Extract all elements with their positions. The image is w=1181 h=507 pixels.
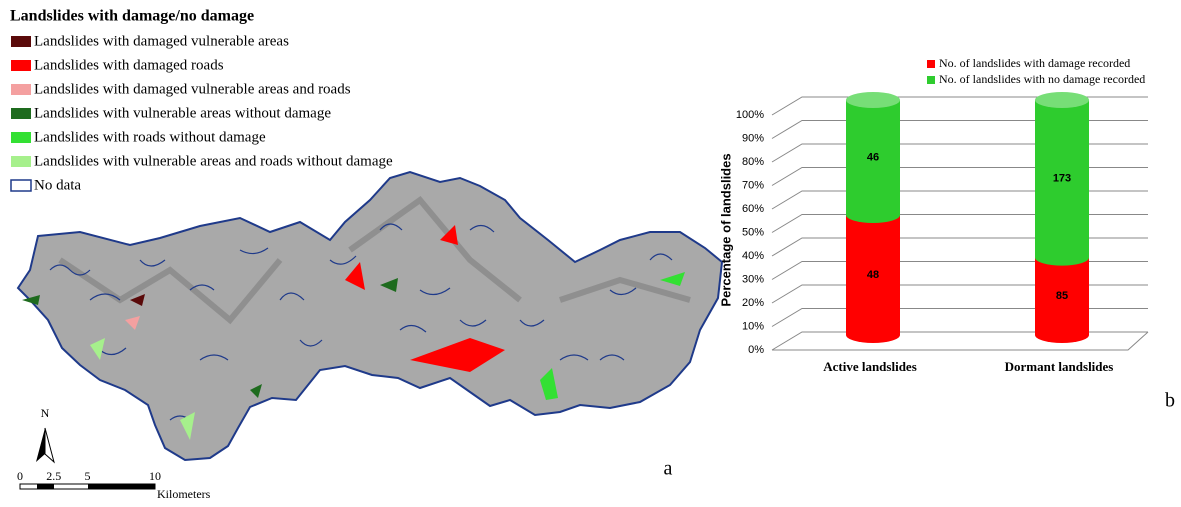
legend-swatch (11, 108, 31, 119)
value-label: 85 (1056, 290, 1068, 302)
y-tick-label: 10% (742, 320, 764, 332)
value-label: 48 (867, 269, 879, 281)
y-tick-label: 30% (742, 273, 764, 285)
legend-swatch (927, 76, 935, 84)
legend-label: Landslides with vulnerable areas without… (34, 105, 331, 121)
y-tick-label: 0% (748, 344, 764, 356)
grid-line (772, 238, 1148, 256)
legend-swatch (11, 84, 31, 95)
value-label: 173 (1053, 173, 1071, 185)
legend-swatch (11, 132, 31, 143)
y-tick-label: 100% (736, 109, 764, 121)
legend-swatch (927, 60, 935, 68)
floor (772, 332, 1148, 350)
grid-line (772, 97, 1148, 115)
bar-cap (1035, 92, 1089, 108)
legend-title: Landslides with damage/no damage (10, 8, 254, 25)
legend-label: Landslides with damaged vulnerable areas (34, 33, 289, 49)
grid-line (772, 215, 1148, 233)
scale-label: 10 (149, 469, 161, 483)
legend-label: Landslides with vulnerable areas and roa… (34, 153, 393, 169)
y-tick-label: 50% (742, 226, 764, 238)
grid-line (772, 144, 1148, 162)
grid-line (772, 191, 1148, 209)
y-tick-label: 70% (742, 179, 764, 191)
grid-line (772, 285, 1148, 303)
legend-swatch (11, 36, 31, 47)
map (18, 172, 722, 489)
legend-swatch (11, 60, 31, 71)
grid-line (772, 168, 1148, 186)
scale-label: 2.5 (46, 469, 61, 483)
panel-label: b (1165, 390, 1175, 412)
chart: 0% 10% 20% 30% 40% 50% 60% 70% 80% 90% 100% Percent… (718, 56, 1175, 412)
grid-line (772, 332, 1148, 350)
legend-label: No data (34, 177, 81, 193)
y-axis-title: Percentage of landslides (718, 153, 733, 306)
north-label: N (41, 406, 50, 420)
figure: 0% 10% 20% 30% 40% 50% 60% 70% 80% 90% 100% Percent… (0, 0, 1181, 507)
panel-label: a (664, 458, 673, 480)
grid-line (772, 121, 1148, 139)
grid-line (772, 262, 1148, 280)
y-tick-label: 90% (742, 132, 764, 144)
legend-swatch (11, 156, 31, 167)
legend-label: Landslides with roads without damage (34, 129, 266, 145)
y-tick-label: 60% (742, 203, 764, 215)
value-label: 46 (867, 151, 879, 163)
legend-label: No. of landslides with no damage recorde… (939, 72, 1145, 86)
legend-label: Landslides with damaged vulnerable areas… (34, 81, 351, 97)
scale-bar (20, 484, 155, 489)
x-tick-label: Dormant landslides (1005, 359, 1114, 374)
grid-line (772, 309, 1148, 327)
scale-label: 5 (85, 469, 91, 483)
map-area (18, 172, 722, 460)
legend-label: No. of landslides with damage recorded (939, 56, 1130, 70)
y-tick-label: 80% (742, 156, 764, 168)
legend-label: Landslides with damaged roads (34, 57, 224, 73)
y-tick-label: 20% (742, 297, 764, 309)
y-tick-label: 40% (742, 250, 764, 262)
bar-cap (846, 92, 900, 108)
legend-swatch (11, 180, 31, 191)
x-tick-label: Active landslides (823, 359, 917, 374)
north-arrow (36, 428, 54, 462)
scale-unit: Kilometers (157, 487, 211, 501)
scale-label: 0 (17, 469, 23, 483)
